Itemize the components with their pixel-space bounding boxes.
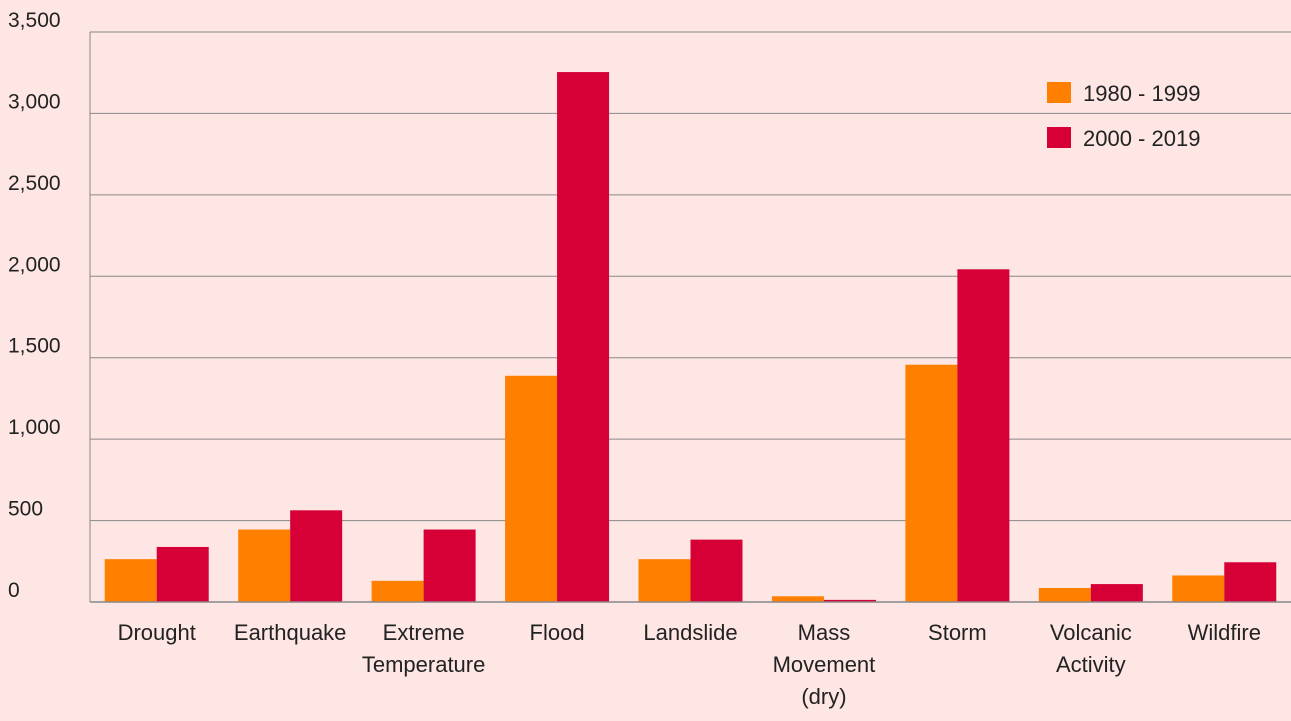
legend-label: 2000 - 2019	[1083, 126, 1200, 151]
bar-series2	[957, 269, 1010, 602]
bar-series2	[423, 529, 476, 602]
y-tick-label: 2,000	[8, 253, 61, 276]
x-tick-label: Drought	[118, 620, 196, 645]
bar-series2	[1224, 562, 1277, 602]
x-tick-label: Activity	[1056, 652, 1126, 677]
legend-label: 1980 - 1999	[1083, 81, 1200, 106]
y-tick-label: 1,000	[8, 416, 61, 439]
y-tick-label: 1,500	[8, 335, 61, 358]
bar-series2	[156, 546, 209, 602]
x-tick-label: Movement	[773, 652, 876, 677]
x-tick-label: Flood	[530, 620, 585, 645]
x-tick-label: Earthquake	[234, 620, 347, 645]
bar-series1	[238, 529, 291, 602]
x-tick-label: Landslide	[643, 620, 737, 645]
y-tick-label: 500	[8, 498, 43, 521]
y-tick-label: 2,500	[8, 172, 61, 195]
bar-series2	[823, 599, 876, 602]
y-tick-label: 3,500	[8, 9, 61, 32]
y-tick-label: 3,000	[8, 90, 61, 113]
legend-swatch	[1047, 127, 1071, 148]
bar-series1	[371, 580, 424, 602]
x-tick-label: Extreme	[383, 620, 465, 645]
bar-series1	[1038, 587, 1091, 602]
bar-series2	[290, 510, 343, 602]
bar-series1	[905, 364, 958, 602]
bar-series2	[557, 72, 610, 602]
legend-swatch	[1047, 82, 1071, 103]
bar-series1	[104, 559, 157, 602]
x-tick-label: Temperature	[362, 652, 486, 677]
x-tick-label: Mass	[798, 620, 851, 645]
bar-series1	[638, 559, 691, 602]
bar-series1	[1172, 575, 1225, 602]
bar-series1	[505, 375, 558, 602]
x-tick-label: Volcanic	[1050, 620, 1132, 645]
x-tick-label: (dry)	[801, 684, 846, 709]
bar-series2	[1090, 584, 1143, 602]
x-tick-label: Storm	[928, 620, 987, 645]
bar-series2	[690, 539, 743, 602]
bar-series1	[771, 596, 824, 602]
y-tick-label: 0	[8, 579, 20, 602]
x-tick-label: Wildfire	[1188, 620, 1261, 645]
